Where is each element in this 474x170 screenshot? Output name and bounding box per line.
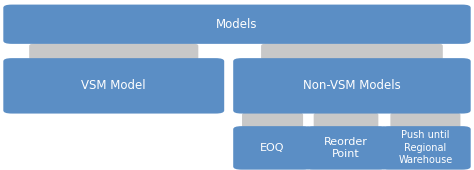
Text: Push until
Regional
Warehouse: Push until Regional Warehouse bbox=[398, 131, 453, 165]
Text: Non-VSM Models: Non-VSM Models bbox=[303, 79, 401, 92]
FancyBboxPatch shape bbox=[3, 5, 471, 44]
FancyBboxPatch shape bbox=[29, 43, 198, 60]
FancyBboxPatch shape bbox=[380, 126, 471, 170]
Text: EOQ: EOQ bbox=[260, 143, 285, 153]
FancyBboxPatch shape bbox=[233, 58, 471, 114]
FancyBboxPatch shape bbox=[233, 126, 312, 170]
Text: VSM Model: VSM Model bbox=[82, 79, 146, 92]
Text: Reorder
Point: Reorder Point bbox=[324, 137, 368, 159]
FancyBboxPatch shape bbox=[314, 112, 378, 128]
FancyBboxPatch shape bbox=[391, 112, 460, 128]
FancyBboxPatch shape bbox=[3, 58, 224, 114]
FancyBboxPatch shape bbox=[242, 112, 303, 128]
FancyBboxPatch shape bbox=[261, 43, 443, 60]
FancyBboxPatch shape bbox=[304, 126, 388, 170]
Text: Models: Models bbox=[216, 18, 258, 31]
